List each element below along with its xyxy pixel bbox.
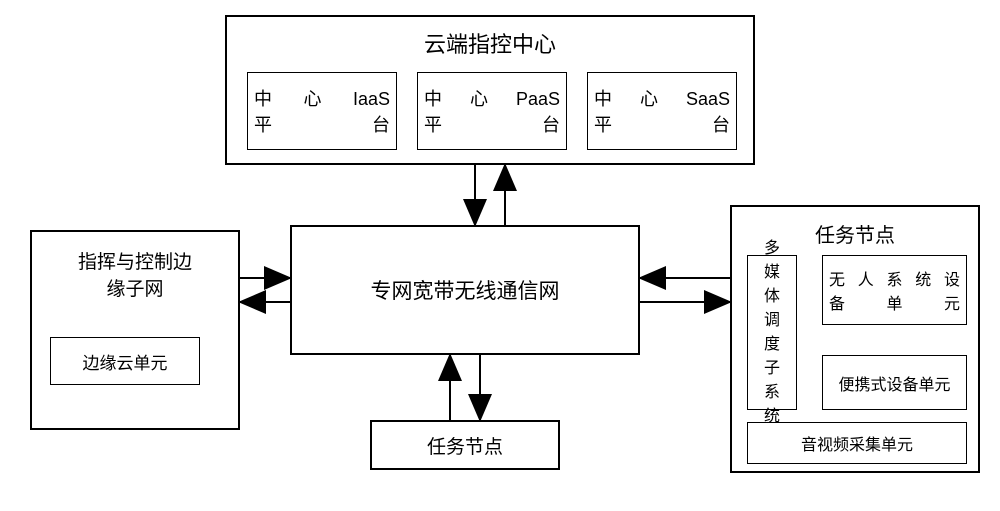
arrows-layer (0, 0, 1000, 511)
